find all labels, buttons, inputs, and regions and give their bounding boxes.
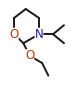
Text: N: N xyxy=(35,28,43,41)
Text: O: O xyxy=(25,49,34,62)
Text: O: O xyxy=(9,28,19,41)
